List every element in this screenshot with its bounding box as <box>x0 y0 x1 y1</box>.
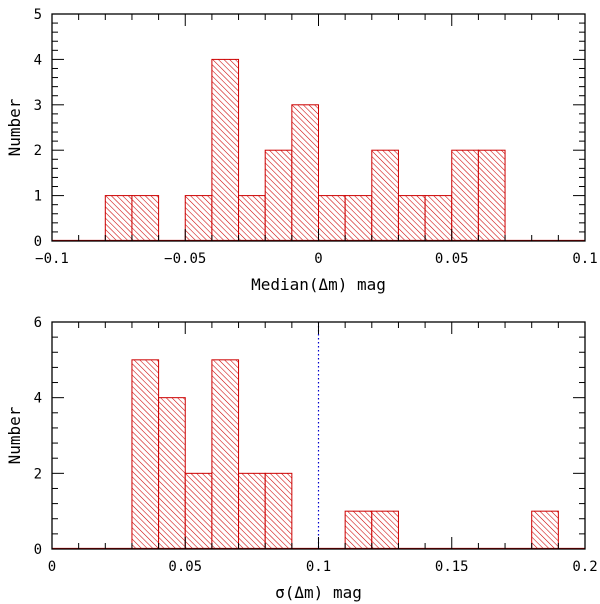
histogram-bar <box>371 510 399 550</box>
y-tick-label: 0 <box>34 234 42 250</box>
y-tick-label: 4 <box>34 391 42 407</box>
histogram-bar <box>318 195 346 242</box>
histogram-bar <box>291 104 320 242</box>
x-tick-label: 0.1 <box>306 559 331 575</box>
histogram-bar <box>184 195 213 242</box>
histogram-bar <box>531 510 559 550</box>
histogram-bar <box>397 195 426 242</box>
y-tick-label: 1 <box>34 189 42 205</box>
y-tick-label: 2 <box>34 466 42 482</box>
x-tick-label: 0.05 <box>435 251 469 267</box>
y-tick-label: 6 <box>34 315 42 331</box>
histogram-bar <box>238 195 266 242</box>
histogram-bar <box>131 195 160 242</box>
x-axis-label: σ(Δm) mag <box>275 583 362 602</box>
x-axis-label: Median(Δm) mag <box>251 275 386 294</box>
y-tick-label: 2 <box>34 143 42 159</box>
x-tick-label: 0.1 <box>572 251 597 267</box>
x-tick-label: 0.05 <box>168 559 202 575</box>
x-tick-label: 0.15 <box>435 559 469 575</box>
x-tick-label: −0.05 <box>164 251 206 267</box>
y-tick-label: 5 <box>34 7 42 23</box>
x-tick-label: 0.2 <box>572 559 597 575</box>
histogram-bar <box>424 195 453 242</box>
histogram-bar <box>451 149 479 242</box>
y-axis-label: Number <box>5 98 24 156</box>
y-tick-label: 0 <box>34 542 42 558</box>
histogram-bar <box>264 472 293 550</box>
histogram-bar <box>344 510 373 550</box>
histogram-bar <box>131 359 160 550</box>
histogram-panel-sigma: 0 0.05 0.1 0.15 0.2 0 2 4 6 σ(Δm) mag Number <box>5 315 598 602</box>
histogram-bar <box>238 472 266 550</box>
x-tick-label: 0 <box>48 559 56 575</box>
y-axis-label: Number <box>5 406 24 464</box>
x-tick-label: 0 <box>314 251 322 267</box>
histogram-bar <box>158 397 186 550</box>
histogram-panel-median: −0.1 −0.05 0 0.05 0.1 0 1 2 3 4 5 Median(Δm) mag Num… <box>5 7 598 294</box>
y-tick-label: 3 <box>34 98 42 114</box>
y-tick-label: 4 <box>34 52 42 68</box>
x-tick-label: −0.1 <box>35 251 69 267</box>
histogram-bar <box>184 472 213 550</box>
histogram-bar <box>264 149 293 242</box>
histogram-bar <box>104 195 133 242</box>
histogram-bar <box>344 195 373 242</box>
histogram-bar <box>477 149 506 242</box>
histogram-bar <box>211 58 240 242</box>
histogram-bar <box>211 359 240 550</box>
histogram-bar <box>371 149 399 242</box>
